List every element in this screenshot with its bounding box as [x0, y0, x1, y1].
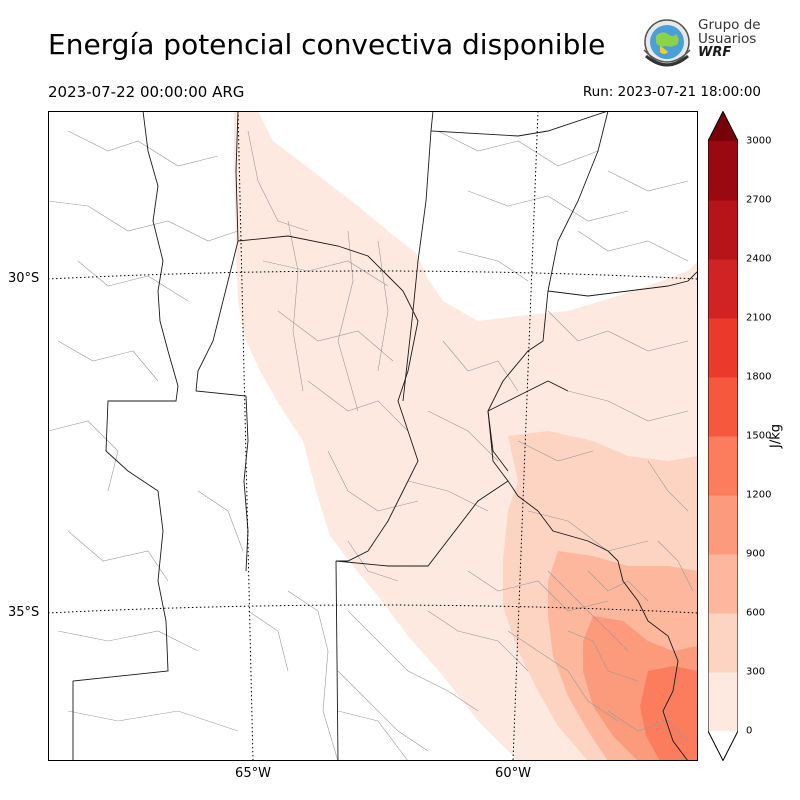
- shade-level-1200: [640, 666, 698, 761]
- colorbar-extend-min: [708, 731, 738, 761]
- logo-line-2: Usuarios: [698, 31, 757, 47]
- colorbar-tick-label: 1800: [746, 371, 772, 383]
- colorbar-tick-label: 1500: [746, 430, 772, 442]
- parallel-30s: [48, 270, 698, 280]
- colorbar-tick-label: 1200: [746, 489, 772, 501]
- province-boundaries: [72, 111, 698, 761]
- lon-label-60w: 60°W: [495, 766, 531, 781]
- colorbar-tick-label: 2700: [746, 194, 772, 206]
- run-time: Run: 2023-07-21 18:00:00: [582, 84, 761, 100]
- colorbar-tick-label: 2100: [746, 312, 772, 324]
- colorbar-tick-label: 300: [746, 666, 766, 678]
- lat-label-35s: 35°S: [8, 605, 40, 620]
- colorbar-segment: [708, 200, 738, 260]
- colorbar-segments: [708, 111, 738, 761]
- lat-label-30s: 30°S: [8, 271, 40, 286]
- colorbar-segment: [708, 377, 738, 437]
- colorbar-tick-label: 3000: [746, 135, 772, 147]
- colorbar-segment: [708, 259, 738, 319]
- cape-shading: [234, 111, 698, 761]
- globe-icon: [643, 19, 691, 67]
- colorbar-units: J/kg: [768, 424, 784, 448]
- graticule: [48, 111, 698, 761]
- map-frame: [48, 111, 698, 761]
- colorbar-tick-label: 900: [746, 548, 766, 560]
- meridian-60w: [512, 111, 539, 761]
- colorbar-tick-label: 2400: [746, 253, 772, 265]
- colorbar-segment: [708, 554, 738, 614]
- logo-line-3: WRF: [698, 45, 732, 60]
- map-title: Energía potencial convectiva disponible: [48, 28, 606, 61]
- colorbar-segment: [708, 318, 738, 378]
- andes-border: [72, 111, 179, 761]
- cape-map: [48, 111, 698, 761]
- colorbar: [708, 111, 738, 761]
- colorbar-segment: [708, 672, 738, 732]
- meridian-65w: [237, 111, 254, 761]
- valid-time: 2023-07-22 00:00:00 ARG: [48, 83, 245, 101]
- colorbar-tick-label: 600: [746, 607, 766, 619]
- colorbar-outline: [708, 111, 738, 761]
- colorbar-segment: [708, 436, 738, 496]
- department-boundaries: [48, 130, 694, 761]
- parallel-35s: [48, 604, 698, 614]
- colorbar-segment: [708, 613, 738, 673]
- wrf-logo: Grupo de Usuarios WRF: [638, 16, 768, 72]
- logo-line-1: Grupo de: [698, 17, 761, 33]
- colorbar-tick-label: 0: [746, 725, 753, 737]
- colorbar-segment: [708, 495, 738, 555]
- colorbar-segment: [708, 141, 738, 201]
- colorbar-extend-max: [708, 111, 738, 141]
- lon-label-65w: 65°W: [235, 766, 271, 781]
